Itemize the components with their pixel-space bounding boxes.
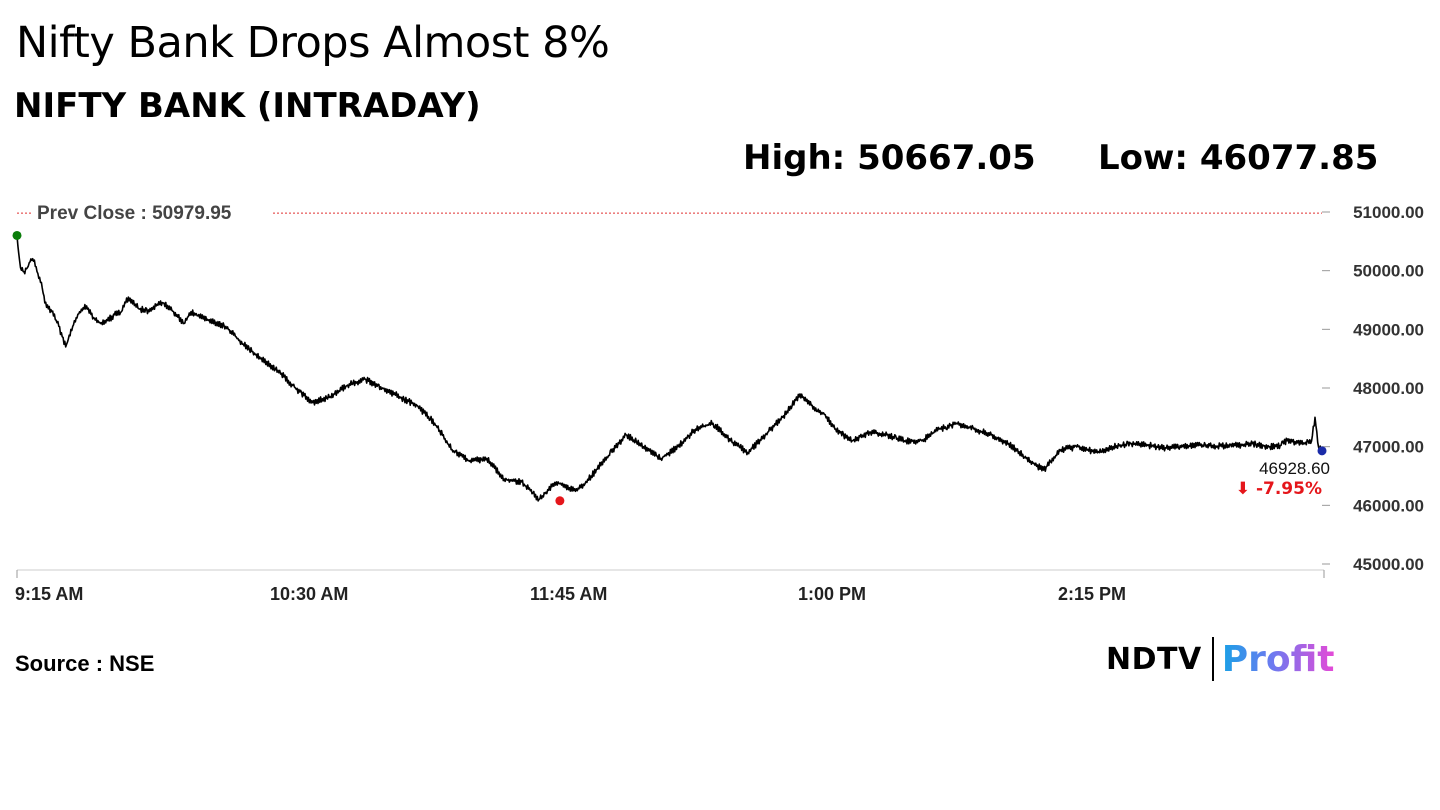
source-note: Source : NSE (15, 651, 155, 676)
brand-profit: Profit (1221, 638, 1335, 680)
chart-subtitle: NIFTY BANK (INTRADAY) (14, 86, 481, 126)
brand-ndtv: NDTV (1106, 641, 1202, 677)
last-value-label: 46928.60 (1259, 459, 1330, 478)
chart-headline: Nifty Bank Drops Almost 8% (16, 18, 610, 68)
change-percent-label: ⬇ -7.95% (1236, 479, 1322, 499)
price-line (16, 235, 1323, 502)
y-tick-label: 51000.00 (1353, 203, 1424, 222)
low-marker (555, 496, 565, 506)
last-marker (1317, 446, 1327, 456)
y-tick-label: 47000.00 (1353, 438, 1424, 457)
intraday-line-chart: 51000.00 50000.00 49000.00 48000.00 47000.00… (12, 203, 1424, 604)
y-tick-label: 48000.00 (1353, 379, 1424, 398)
brand-logo: NDTV Profit (1106, 636, 1334, 682)
y-tick-label: 45000.00 (1353, 555, 1424, 574)
x-tick-label: 2:15 PM (1058, 584, 1126, 604)
y-tick-label: 46000.00 (1353, 496, 1424, 515)
high-value: High: 50667.05 (743, 138, 1036, 178)
x-tick-label: 10:30 AM (270, 584, 348, 604)
prev-close-group: Prev Close : 50979.95 (17, 203, 1322, 224)
plot-area (12, 230, 1327, 506)
chart-labels: 9:15 AM 10:30 AM 11:45 AM 1:00 PM 2:15 PM 469… (15, 459, 1330, 604)
x-tick-label: 9:15 AM (15, 584, 83, 604)
x-tick-label: 11:45 AM (530, 584, 607, 604)
chart-axes: 51000.00 50000.00 49000.00 48000.00 47000.00… (16, 203, 1424, 578)
prev-close-label: Prev Close : 50979.95 (37, 203, 232, 224)
y-tick-label: 49000.00 (1353, 320, 1424, 339)
low-value: Low: 46077.85 (1098, 138, 1379, 178)
open-marker (12, 230, 22, 240)
brand-divider (1211, 637, 1214, 681)
x-tick-label: 1:00 PM (798, 584, 866, 604)
y-tick-label: 50000.00 (1353, 262, 1424, 281)
